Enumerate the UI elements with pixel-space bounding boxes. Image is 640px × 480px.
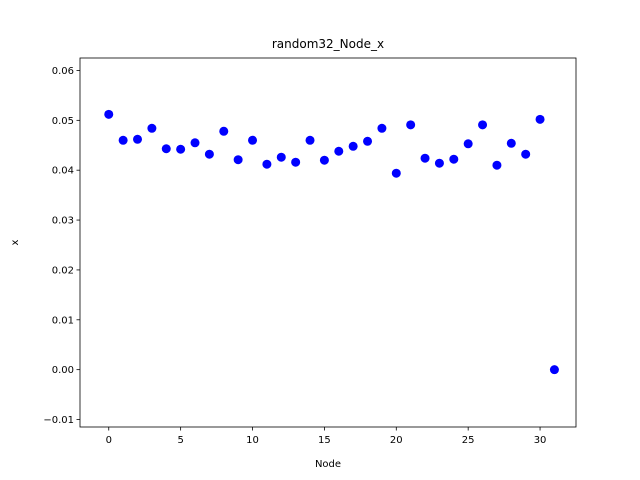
x-tick-label: 10 bbox=[246, 435, 259, 446]
x-tick-label: 0 bbox=[106, 435, 112, 446]
data-point bbox=[104, 109, 114, 119]
y-tick-label: 0.00 bbox=[52, 365, 74, 376]
data-point bbox=[334, 146, 344, 156]
data-point bbox=[262, 159, 272, 169]
y-tick-label: 0.02 bbox=[52, 265, 74, 276]
data-point bbox=[363, 136, 373, 146]
y-axis-ticks: −0.01 0.00 0.01 0.02 0.03 0.04 0.05 0.06 bbox=[43, 66, 80, 426]
data-point bbox=[133, 134, 143, 144]
data-point bbox=[161, 144, 171, 154]
y-tick-label: 0.01 bbox=[52, 315, 74, 326]
chart-title: random32_Node_x bbox=[272, 37, 384, 51]
x-tick-label: 25 bbox=[462, 435, 475, 446]
data-point bbox=[478, 120, 488, 130]
data-point bbox=[535, 114, 545, 124]
data-point bbox=[406, 120, 416, 130]
data-point bbox=[248, 135, 258, 145]
data-point bbox=[319, 155, 329, 165]
data-point bbox=[204, 149, 214, 159]
data-point bbox=[521, 149, 531, 159]
y-tick-label: 0.03 bbox=[52, 216, 74, 227]
data-point bbox=[276, 152, 286, 162]
x-axis-label: Node bbox=[315, 459, 341, 470]
x-axis-ticks: 0 5 10 15 20 25 30 bbox=[106, 427, 547, 446]
data-point bbox=[118, 135, 128, 145]
data-point bbox=[420, 153, 430, 163]
data-point bbox=[291, 157, 301, 167]
data-point bbox=[176, 144, 186, 154]
data-point bbox=[506, 138, 516, 148]
data-point bbox=[449, 154, 459, 164]
y-axis-label: x bbox=[10, 239, 21, 245]
data-point bbox=[492, 160, 502, 170]
data-point bbox=[348, 141, 358, 151]
x-tick-label: 15 bbox=[318, 435, 331, 446]
x-tick-label: 5 bbox=[177, 435, 183, 446]
data-point bbox=[190, 138, 200, 148]
x-tick-label: 20 bbox=[390, 435, 403, 446]
y-tick-label: 0.06 bbox=[52, 66, 74, 77]
data-point bbox=[549, 365, 559, 375]
data-point bbox=[219, 126, 229, 136]
data-point bbox=[147, 123, 157, 133]
x-tick-label: 30 bbox=[534, 435, 547, 446]
data-point bbox=[463, 139, 473, 149]
plot-frame bbox=[79, 57, 577, 428]
y-tick-label: −0.01 bbox=[43, 415, 74, 426]
data-point bbox=[434, 158, 444, 168]
y-tick-label: 0.05 bbox=[52, 116, 74, 127]
data-point bbox=[391, 168, 401, 178]
data-points bbox=[104, 109, 559, 375]
data-point bbox=[305, 135, 315, 145]
data-point bbox=[377, 123, 387, 133]
data-point bbox=[233, 155, 243, 165]
y-tick-label: 0.04 bbox=[52, 166, 74, 177]
